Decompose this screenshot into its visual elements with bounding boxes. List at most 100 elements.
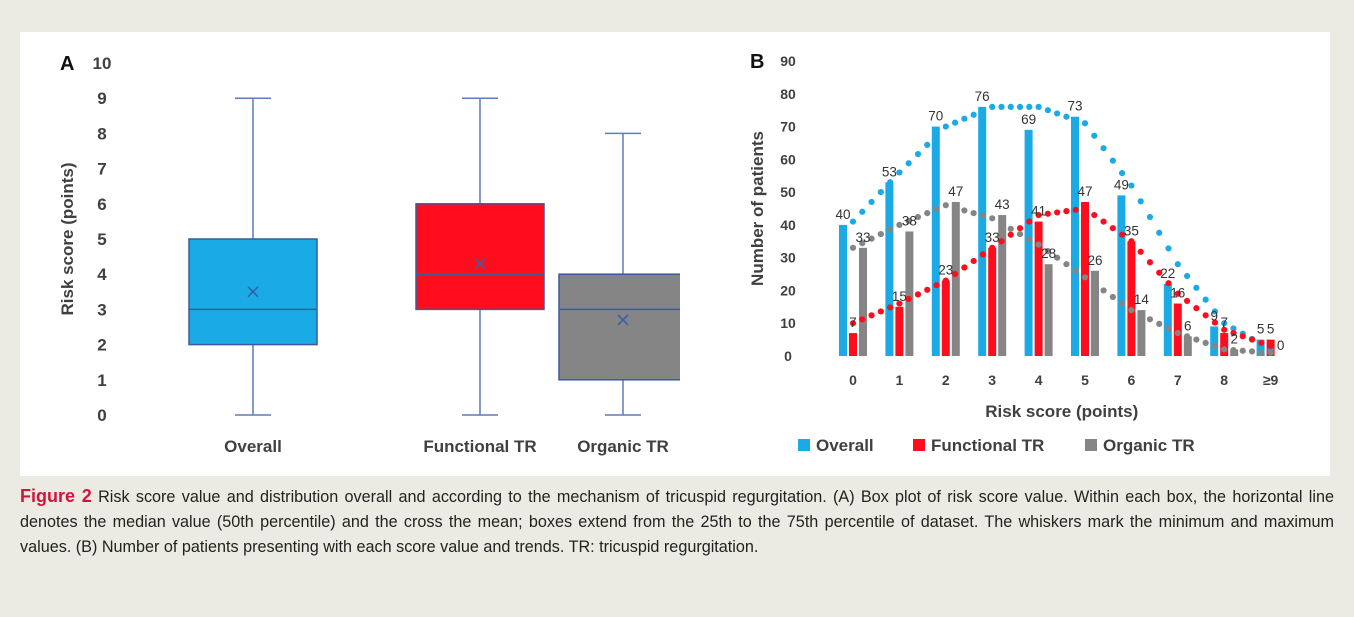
trendline-point [1007,103,1014,110]
trendline-point [1044,248,1051,255]
trendline-point [951,204,959,211]
data-label: 6 [1184,318,1192,333]
trendline-point [868,198,875,206]
bar [931,126,940,356]
trendline-point [1221,320,1228,327]
trendline-point [868,312,875,319]
bar [941,280,950,356]
trendline-point [1221,346,1228,353]
mean-marker [247,286,259,298]
trendline-point [998,220,1005,227]
data-label: 33 [855,230,870,245]
bar [849,333,857,356]
trendline-point [1007,225,1014,232]
trendline-point [1211,308,1219,315]
box [415,203,545,311]
trendline-point [1258,348,1265,356]
y-tick-label: 30 [780,250,796,266]
bar [1044,264,1053,356]
trendline-point [905,217,912,225]
y-tick-label: 7 [97,160,106,179]
data-label: 41 [1031,204,1046,219]
trendline-point [1035,103,1042,110]
bar [1210,326,1219,356]
trendline-point [887,304,894,311]
trendline-point [1119,300,1126,307]
x-tick-label: 1 [896,372,904,388]
y-tick-label: 3 [97,300,106,319]
trendline-point [1239,347,1246,354]
trendline-point [1137,248,1144,255]
trendline-point [887,226,894,233]
bar [1173,303,1182,356]
bar [839,224,847,356]
bar [1034,221,1043,356]
trendline-point [1109,225,1116,232]
data-label: 26 [1087,253,1102,268]
y-tick-label: 10 [780,315,796,331]
trendline-point [942,123,949,130]
trendline-point [1174,329,1181,337]
figure-label: Figure 2 [20,486,92,506]
trendline-point [998,238,1005,245]
y-tick-label: 90 [780,53,796,69]
trendline-point [1081,205,1089,212]
trendline-point [970,257,977,265]
trendline-point [1146,316,1154,323]
trendline-point [979,107,987,114]
y-tick-label: 8 [97,124,106,143]
trendline-point [1230,325,1237,332]
data-label: 22 [1160,266,1175,281]
bar [1163,283,1172,356]
trendline-point [1146,213,1154,221]
trendline-point [896,169,903,176]
trendline-point [859,208,866,215]
panel-label-b: B [750,51,764,73]
trendline-point [989,103,996,110]
data-label: 43 [995,197,1010,212]
trendline-point [1211,343,1219,350]
y-tick-label: 70 [780,119,796,135]
data-label: 16 [1170,286,1185,301]
x-tick-label: 0 [849,372,857,388]
bar [1137,310,1146,356]
trendline-point [1211,319,1219,326]
data-label: 76 [975,89,990,104]
bar [978,106,987,356]
trendline-point [942,202,949,209]
trendline-point [1119,231,1126,238]
trendline-point [1128,182,1135,189]
trendline-point [1026,218,1033,225]
category-label: Organic TR [577,437,669,456]
data-label: 47 [1077,184,1092,199]
trendline-point [933,132,940,139]
trendline-point [1044,210,1051,217]
y-tick-label: 1 [97,371,106,390]
data-label: 49 [1114,177,1129,192]
data-label: 7 [849,315,857,330]
trendline-point [1072,267,1079,274]
legend-label: Organic TR [1103,436,1195,455]
trendline-point [1230,347,1237,354]
trendline-point [1174,261,1181,268]
data-label: 47 [948,184,963,199]
trendline-point [1091,132,1098,139]
y-tick-label: 9 [97,89,106,108]
trendline-point [1258,339,1265,346]
trendline-point [905,295,912,303]
trendline-point [914,150,922,158]
trendline-point [1193,336,1200,343]
trendline-point [1081,120,1089,127]
trendline-point [1248,348,1256,355]
data-label: 9 [1210,309,1218,324]
data-label: 5 [1257,322,1265,337]
trendline-point [1016,230,1024,238]
trendline-point [951,119,959,126]
trendline-point [998,103,1005,110]
bar [885,182,894,356]
trendline-point [1054,254,1061,261]
data-label: 35 [1124,223,1139,238]
data-label: 70 [928,109,943,124]
bar [1220,333,1229,356]
